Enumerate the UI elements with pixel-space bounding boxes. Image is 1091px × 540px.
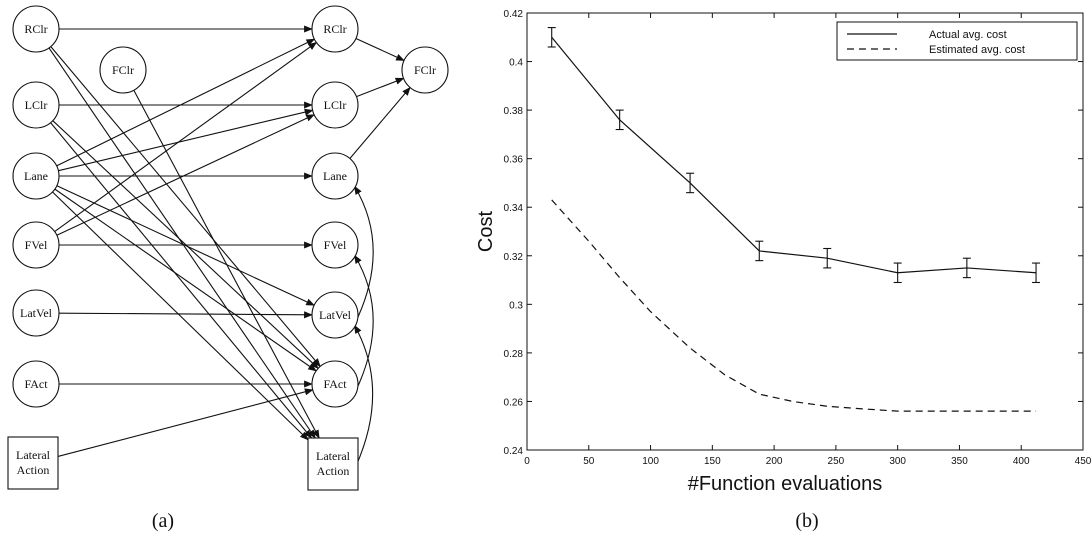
diagram-node-label: FVel xyxy=(25,238,48,252)
diagram-edge xyxy=(356,77,405,98)
diagram-node-r-latvel: LatVel xyxy=(311,291,359,339)
y-tick-label: 0.36 xyxy=(504,155,524,166)
diagram-node-label: LatVel xyxy=(20,306,53,320)
diagram-edge xyxy=(54,41,318,232)
error-bar xyxy=(615,109,624,131)
x-tick-label: 50 xyxy=(583,456,595,467)
diagram-edge xyxy=(56,114,315,236)
diagram-edge xyxy=(354,324,374,467)
diagram-node-label: Lane xyxy=(323,169,347,183)
y-tick-label: 0.42 xyxy=(504,9,524,20)
y-tick-label: 0.32 xyxy=(504,252,524,263)
diagram-node-r-fclr: FClr xyxy=(401,46,449,94)
diagram-node-label: FAct xyxy=(323,377,347,391)
diagram-node-r-lclr: LClr xyxy=(311,81,359,129)
diagram-node-label: Lane xyxy=(24,169,48,183)
y-tick-label: 0.38 xyxy=(504,106,524,117)
chart-legend: Actual avg. cost Estimated avg. cost xyxy=(836,21,1078,61)
diagram-node-label: FAct xyxy=(24,377,48,391)
diagram-node-r-fact: FAct xyxy=(311,360,359,408)
y-tick-label: 0.34 xyxy=(504,203,524,214)
diagram-node-label: Lateral xyxy=(316,449,351,463)
diagram-node-label: RClr xyxy=(24,22,47,36)
x-tick-label: 400 xyxy=(1013,456,1030,467)
diagram-node-label: LClr xyxy=(25,98,48,112)
y-axis-label: Cost xyxy=(475,210,497,252)
x-tick-label: 150 xyxy=(704,456,721,467)
diagram-node-label: LatVel xyxy=(319,308,352,322)
diagram-edge xyxy=(56,38,316,167)
diagram-edge xyxy=(54,188,317,372)
diagram-node-r-lane: Lane xyxy=(311,152,359,200)
series-line-actual xyxy=(551,36,1037,274)
diagram-edge xyxy=(58,311,313,319)
y-tick-label: 0.26 xyxy=(504,397,524,408)
diagram-node-label: LClr xyxy=(324,98,347,112)
y-tick-label: 0.24 xyxy=(504,446,524,457)
x-axis-label: #Function evaluations xyxy=(688,473,883,495)
legend-label: Estimated avg. cost xyxy=(929,44,1025,56)
y-tick-label: 0.4 xyxy=(509,58,523,69)
axes: 0 50 100 150 200 250 300 350 400 450 0.24 0.26 0.28 0… xyxy=(504,9,1091,467)
error-bar xyxy=(547,27,556,48)
cost-line-chart: 0 50 100 150 200 250 300 350 400 450 0.24 0.26 0.28 0… xyxy=(475,9,1091,495)
diagram-edge xyxy=(50,122,313,439)
error-bar xyxy=(893,262,902,284)
diagram-node-r-rclr: RClr xyxy=(311,5,359,53)
diagram-node-l-lclr: LClr xyxy=(12,81,60,129)
x-tick-label: 250 xyxy=(828,456,845,467)
diagram-edge xyxy=(354,254,374,387)
diagram-edge xyxy=(50,46,321,368)
error-bar xyxy=(823,247,832,269)
diagram-edge xyxy=(48,47,316,439)
diagram-edge xyxy=(355,38,405,61)
x-tick-label: 450 xyxy=(1075,456,1091,467)
error-bar xyxy=(686,172,695,194)
diagram-node-l-lane: Lane xyxy=(12,152,60,200)
legend-box xyxy=(836,21,1078,61)
series-line-estimated xyxy=(551,199,1037,412)
diagram-edges xyxy=(48,25,411,467)
diagram-node-label: Action xyxy=(317,464,350,478)
diagram-node-label: FClr xyxy=(112,63,134,77)
x-tick-label: 200 xyxy=(766,456,783,467)
diagram-node-label: Action xyxy=(17,463,50,477)
diagram-node-l-fvel: FVel xyxy=(12,221,60,269)
diagram-nodes: RClrFClrLClrLaneFVelLatVelFActLateralAct… xyxy=(7,5,449,491)
diagram-edge xyxy=(354,185,374,318)
x-tick-label: 0 xyxy=(524,456,530,467)
plot-area-frame xyxy=(526,12,1084,451)
diagram-caption: (a) xyxy=(152,510,174,532)
error-bar xyxy=(1032,262,1041,284)
y-tick-label: 0.28 xyxy=(504,349,524,360)
diagram-node-label: RClr xyxy=(323,22,346,36)
diagram-node-r-fvel: FVel xyxy=(311,221,359,269)
legend-label: Actual avg. cost xyxy=(929,29,1007,41)
diagram-node-label: FVel xyxy=(324,238,347,252)
y-tick-label: 0.3 xyxy=(509,300,523,311)
series xyxy=(547,27,1041,412)
dynamic-bayes-network-diagram: RClrFClrLClrLaneFVelLatVelFActLateralAct… xyxy=(7,5,449,491)
error-bar xyxy=(962,257,971,279)
diagram-edge xyxy=(58,108,314,172)
x-tick-label: 300 xyxy=(889,456,906,467)
chart-caption: (b) xyxy=(795,510,818,532)
diagram-edge xyxy=(57,388,314,457)
diagram-node-l-rclr: RClr xyxy=(12,5,60,53)
diagram-node-l-latvel: LatVel xyxy=(12,289,60,337)
x-tick-label: 100 xyxy=(642,456,659,467)
diagram-node-label: Lateral xyxy=(16,448,51,462)
diagram-edge xyxy=(349,86,411,159)
x-tick-label: 350 xyxy=(951,456,968,467)
diagram-node-l-fclr: FClr xyxy=(99,46,147,94)
diagram-node-l-fact: FAct xyxy=(12,360,60,408)
diagram-edge xyxy=(52,191,309,441)
error-bar xyxy=(755,240,764,262)
diagram-node-label: FClr xyxy=(414,63,436,77)
